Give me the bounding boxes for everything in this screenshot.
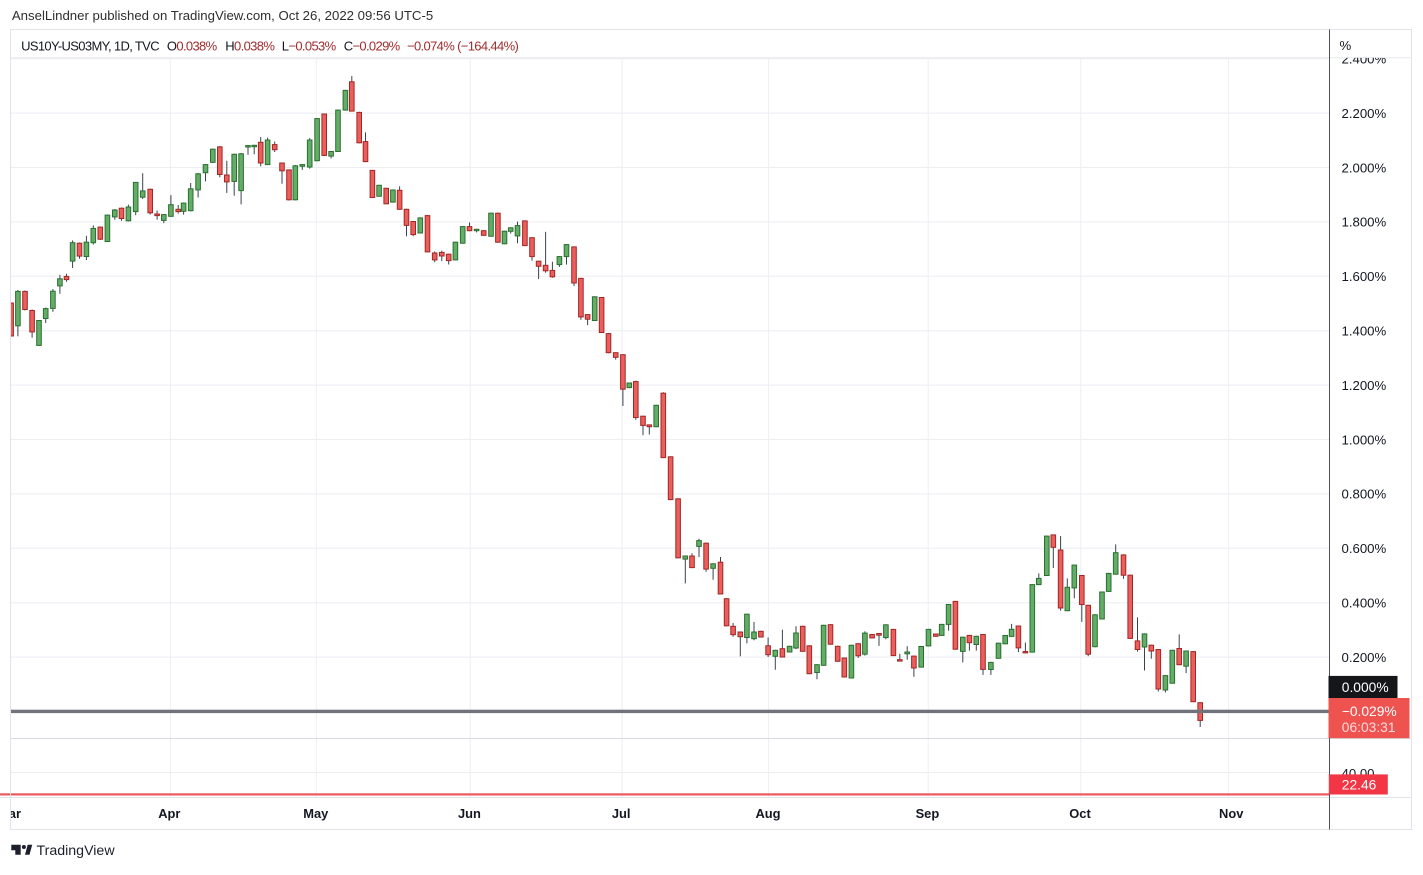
svg-text:L−0.053%: L−0.053%	[282, 38, 337, 53]
svg-text:C−0.029%: C−0.029%	[344, 38, 401, 53]
svg-text:−0.074% (−164.44%): −0.074% (−164.44%)	[407, 38, 518, 53]
svg-text:1.200%: 1.200%	[1342, 378, 1387, 393]
svg-text:May: May	[303, 806, 329, 821]
svg-text:Oct: Oct	[1069, 806, 1091, 821]
svg-text:2.400%: 2.400%	[1342, 52, 1387, 67]
svg-text:2.000%: 2.000%	[1342, 160, 1387, 175]
svg-text:Aug: Aug	[755, 806, 780, 821]
svg-text:06:03:31: 06:03:31	[1342, 720, 1396, 735]
svg-text:Mar: Mar	[0, 806, 21, 821]
svg-text:1.400%: 1.400%	[1342, 324, 1387, 339]
svg-text:Nov: Nov	[1219, 806, 1244, 821]
svg-text:O0.038%: O0.038%	[167, 38, 218, 53]
svg-text:22.46: 22.46	[1342, 777, 1377, 792]
svg-text:0.200%: 0.200%	[1342, 650, 1387, 665]
svg-text:AnselLindner published on Trad: AnselLindner published on TradingView.co…	[12, 8, 433, 23]
svg-text:2.200%: 2.200%	[1342, 106, 1387, 121]
svg-text:0.000%: 0.000%	[1342, 680, 1389, 695]
svg-text:0.600%: 0.600%	[1342, 541, 1387, 556]
svg-text:1.000%: 1.000%	[1342, 432, 1387, 447]
svg-text:Apr: Apr	[158, 806, 180, 821]
svg-text:Sep: Sep	[916, 806, 940, 821]
svg-text:−0.029%: −0.029%	[1342, 704, 1397, 719]
svg-text:H0.038%: H0.038%	[225, 38, 275, 53]
svg-text:%: %	[1340, 38, 1352, 53]
svg-text:TradingView: TradingView	[37, 843, 116, 859]
svg-text:Jun: Jun	[458, 806, 481, 821]
svg-text:1.800%: 1.800%	[1342, 215, 1387, 230]
svg-text:0.800%: 0.800%	[1342, 487, 1387, 502]
svg-text:US10Y-US03MY, 1D, TVC: US10Y-US03MY, 1D, TVC	[21, 38, 159, 53]
svg-text:0.400%: 0.400%	[1342, 596, 1387, 611]
svg-text:1.600%: 1.600%	[1342, 269, 1387, 284]
svg-text:Jul: Jul	[612, 806, 631, 821]
